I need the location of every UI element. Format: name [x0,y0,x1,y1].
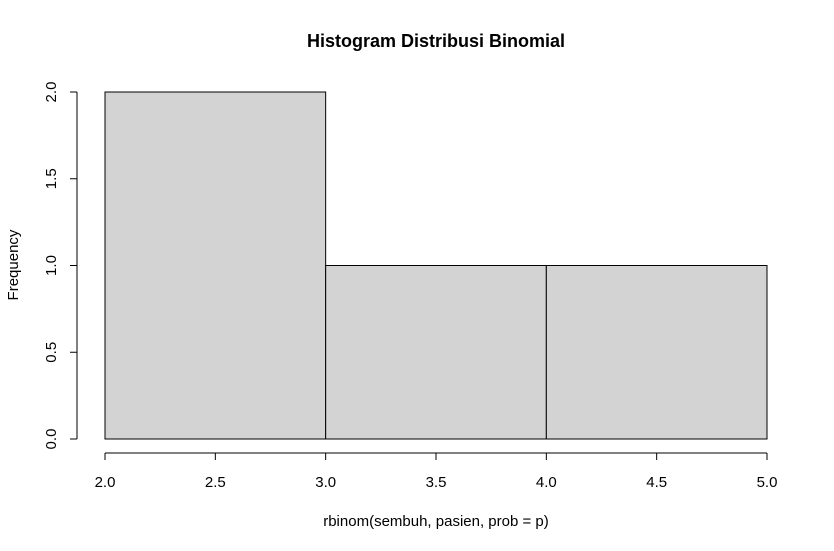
histogram-bar-1 [325,265,547,440]
y-axis-label: Frequency [5,229,22,300]
y-axis: 0.0 0.5 1.0 1.5 2.0 [43,82,78,450]
x-tick-label-2: 3.0 [315,474,336,491]
x-tick-label-4: 4.0 [536,474,557,491]
x-tick-label-3: 3.5 [426,474,447,491]
bars-group [104,91,768,440]
y-tick-label-0: 0.0 [43,429,60,450]
x-tick-label-6: 5.0 [757,474,778,491]
y-tick-label-3: 1.5 [43,168,60,189]
x-axis-label: rbinom(sembuh, pasien, prob = p) [323,513,549,530]
histogram-bar-0 [104,91,327,440]
x-tick-label-1: 2.5 [205,474,226,491]
chart-title: Histogram Distribusi Binomial [307,31,565,51]
y-tick-label-1: 0.5 [43,342,60,363]
histogram-bar-2 [545,265,768,440]
y-tick-label-2: 1.0 [43,255,60,276]
x-axis: 2.0 2.5 3.0 3.5 4.0 4.5 5.0 [95,452,778,491]
x-tick-label-0: 2.0 [95,474,116,491]
y-tick-label-4: 2.0 [43,82,60,103]
x-tick-label-5: 4.5 [646,474,667,491]
